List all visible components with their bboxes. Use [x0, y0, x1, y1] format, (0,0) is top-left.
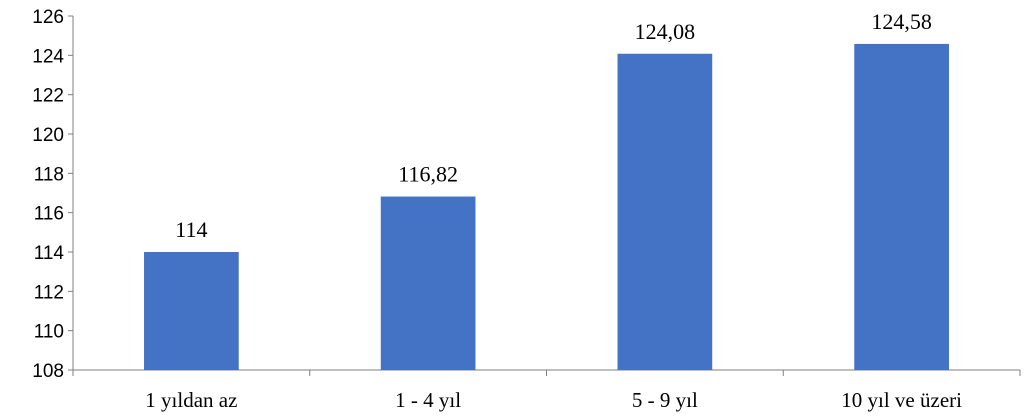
- y-tick-label: 116: [34, 204, 64, 225]
- data-label: 116,82: [398, 162, 458, 187]
- bars-group: [144, 43, 949, 370]
- data-labels-group: 114 116,82 124,08 124,58: [175, 9, 932, 242]
- bar: [144, 252, 239, 370]
- bar: [380, 196, 476, 370]
- data-label: 124,58: [871, 9, 932, 34]
- y-tick-label: 124: [32, 46, 64, 67]
- bar: [617, 53, 713, 370]
- y-tick-label: 120: [32, 125, 64, 146]
- y-tick-label: 118: [34, 164, 64, 185]
- y-tick-label: 108: [32, 361, 64, 382]
- y-tick-label: 110: [34, 322, 64, 343]
- x-tick-label: 10 yıl ve üzeri: [841, 388, 962, 412]
- y-axis: 108 110 112 114 116 118 120 122 124 126: [32, 7, 74, 382]
- x-axis: 1 yıldan az 1 - 4 yıl 5 - 9 yıl 10 yıl ve ü…: [72, 369, 1021, 412]
- x-tick-label: 1 yıldan az: [145, 388, 237, 412]
- y-tick-label: 112: [34, 282, 64, 303]
- x-tick-label: 5 - 9 yıl: [632, 388, 698, 412]
- data-label: 114: [175, 217, 207, 242]
- y-tick-label: 126: [32, 7, 64, 28]
- y-tick-label: 122: [32, 86, 64, 107]
- y-tick-label: 114: [34, 243, 65, 264]
- bar: [854, 43, 949, 370]
- x-tick-label: 1 - 4 yıl: [395, 388, 461, 412]
- data-label: 124,08: [635, 19, 696, 44]
